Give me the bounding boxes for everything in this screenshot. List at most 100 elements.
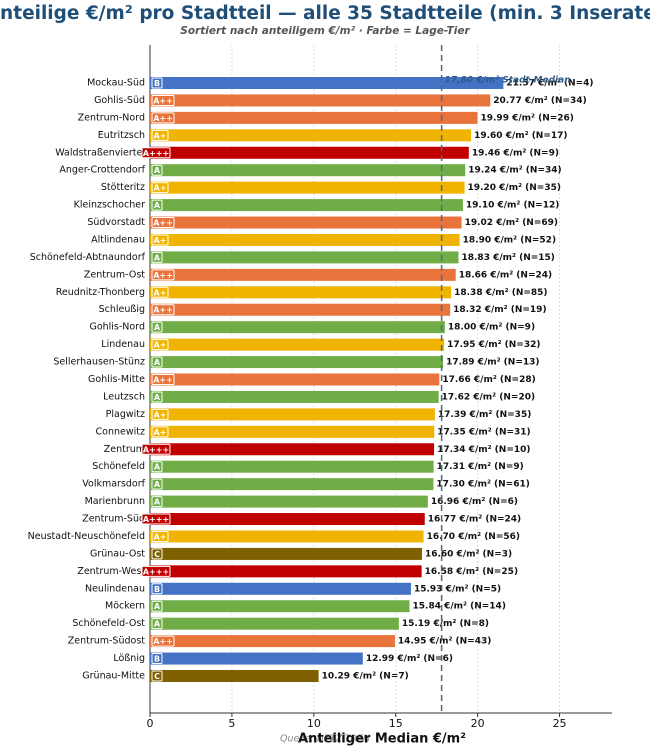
tier-badge-label: A++ <box>153 219 173 228</box>
tier-badge <box>151 129 169 141</box>
y-tick-label: Lindenau <box>101 339 145 350</box>
tier-badge-label: A <box>154 620 161 629</box>
tier-badge-label: A <box>154 602 161 611</box>
value-label: 15.93 €/m² (N=5) <box>414 584 501 594</box>
tier-badge-label: A++ <box>153 114 173 123</box>
tier-badge <box>151 618 163 630</box>
tier-badge-label: A+++ <box>143 515 169 524</box>
y-tick-label: Reudnitz-Thonberg <box>56 287 145 298</box>
y-tick-label: Schönefeld-Abtnaundorf <box>30 252 146 263</box>
tier-badge-label: A++ <box>153 376 173 385</box>
x-tick-label: 25 <box>553 717 567 730</box>
bar <box>150 478 434 491</box>
value-label: 17.66 €/m² (N=28) <box>442 375 535 385</box>
tier-badge <box>151 530 169 542</box>
tier-badge-label: A++ <box>153 637 173 646</box>
y-tick-label: Sellerhausen-Stünz <box>53 357 145 368</box>
median-label: 17,80 €/m² Stadt-Median <box>445 76 571 86</box>
bar <box>150 373 440 386</box>
bar <box>150 199 463 212</box>
bar <box>150 356 444 369</box>
y-tick-label: Zentrum-Süd <box>82 514 145 525</box>
y-tick-label: Anger-Crottendorf <box>59 165 145 176</box>
tier-badge <box>151 77 163 89</box>
tier-badge-label: A <box>154 498 161 507</box>
bar <box>150 408 435 421</box>
tier-badge-label: A+ <box>154 288 167 297</box>
y-tick-label: Zentrum-West <box>77 566 145 577</box>
bar <box>150 600 410 613</box>
y-tick-label: Marienbrunn <box>85 496 145 507</box>
tier-badge-label: A+++ <box>143 567 169 576</box>
tier-badge <box>151 374 175 385</box>
tier-badge-label: A+ <box>154 410 167 419</box>
tier-badge-label: A+ <box>154 131 167 140</box>
value-label: 21.57 €/m² (N=4) <box>506 79 593 89</box>
y-tick-label: Zentrum-Südost <box>68 636 146 647</box>
value-label: 19.99 €/m² (N=26) <box>480 113 573 123</box>
tier-badge <box>151 234 169 246</box>
bar <box>150 94 491 107</box>
value-label: 18.00 €/m² (N=9) <box>448 323 535 333</box>
tier-badge <box>151 653 163 665</box>
tier-badge <box>151 269 175 281</box>
tier-badge-label: A <box>154 166 161 175</box>
tier-badge <box>151 600 163 612</box>
y-tick-label: Volkmarsdorf <box>82 479 145 490</box>
tier-badge-label: A <box>154 463 161 472</box>
y-tick-label: Zentrum-Ost <box>84 269 145 280</box>
bar <box>150 513 425 526</box>
tier-badge <box>151 356 163 368</box>
y-tick-label: Altlindenau <box>91 234 145 245</box>
bar <box>150 233 460 246</box>
value-label: 16.60 €/m² (N=3) <box>425 549 512 559</box>
y-tick-label: Eutritzsch <box>98 130 145 141</box>
value-label: 17.39 €/m² (N=35) <box>438 410 531 420</box>
bar <box>150 216 462 229</box>
y-tick-label: Neulindenau <box>85 583 145 594</box>
bar <box>150 129 472 142</box>
value-label: 15.84 €/m² (N=14) <box>413 602 506 612</box>
bar <box>150 425 435 438</box>
tier-badge <box>151 339 169 351</box>
value-label: 20.77 €/m² (N=34) <box>493 96 586 106</box>
tier-badge-label: A <box>154 323 161 332</box>
bar <box>150 321 445 334</box>
tier-badge-label: A+ <box>154 184 167 193</box>
bar <box>150 268 456 281</box>
y-tick-label: Stötteritz <box>101 182 145 193</box>
value-label: 12.99 €/m² (N=6) <box>366 654 453 664</box>
tier-badge-label: A <box>154 253 161 262</box>
tier-badge <box>151 304 175 316</box>
y-tick-label: Schönefeld <box>92 461 145 472</box>
tier-badge <box>151 408 169 420</box>
bar <box>150 111 478 124</box>
y-tick-label: Südvorstadt <box>87 217 145 228</box>
value-label: 18.66 €/m² (N=24) <box>459 270 552 280</box>
tier-badge-label: A++ <box>153 306 173 315</box>
tier-badge <box>151 164 163 176</box>
y-tick-label: Zentrum <box>104 444 145 455</box>
tier-badge <box>141 147 171 159</box>
tier-badge-label: A <box>154 480 161 489</box>
tier-badge <box>151 461 163 473</box>
value-label: 19.60 €/m² (N=17) <box>474 131 567 141</box>
bar <box>150 181 465 194</box>
tier-badge-label: A+++ <box>143 445 169 454</box>
tier-badge <box>151 478 163 490</box>
value-label: 18.90 €/m² (N=52) <box>463 235 556 245</box>
tier-badge <box>151 321 163 333</box>
value-label: 17.35 €/m² (N=31) <box>437 427 530 437</box>
value-label: 16.96 €/m² (N=6) <box>431 497 518 507</box>
value-label: 17.62 €/m² (N=20) <box>442 392 535 402</box>
bar <box>150 582 411 595</box>
tier-badge <box>151 583 163 595</box>
y-tick-label: Mockau-Süd <box>87 78 145 89</box>
bar <box>150 338 445 351</box>
tier-badge-label: A+ <box>154 341 167 350</box>
tier-badge-label: B <box>154 585 160 594</box>
tier-badge-label: A++ <box>153 96 173 105</box>
y-tick-label: Waldstraßenviertel <box>55 147 145 158</box>
tier-badge <box>151 94 175 106</box>
bar <box>150 146 469 159</box>
